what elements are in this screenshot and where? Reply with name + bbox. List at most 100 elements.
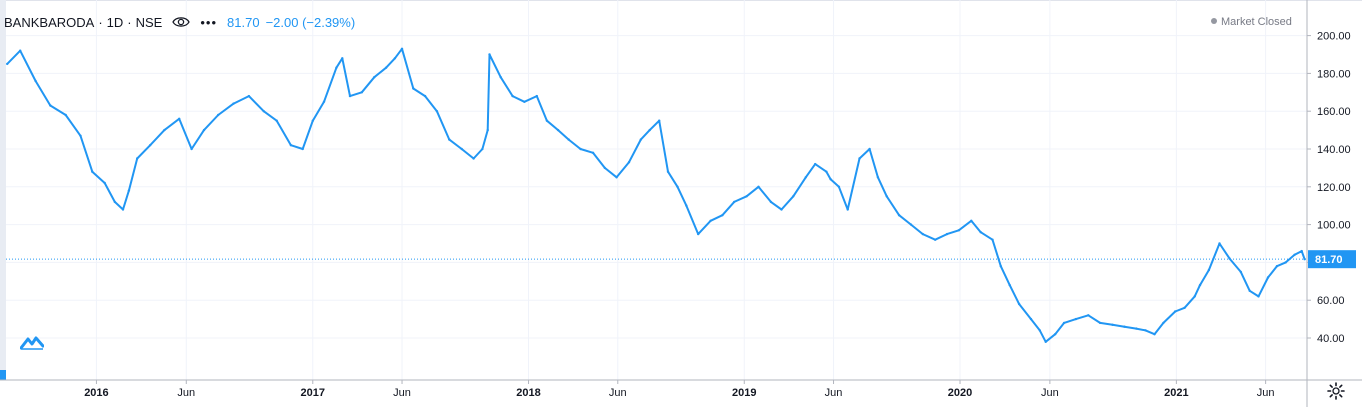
data-point bbox=[1174, 310, 1177, 313]
data-point bbox=[627, 161, 631, 164]
data-point bbox=[1074, 317, 1078, 321]
data-point bbox=[1284, 261, 1287, 264]
y-tick-label-1: 60.00 bbox=[1317, 295, 1345, 307]
data-point bbox=[412, 87, 415, 90]
more-options-icon[interactable]: ••• bbox=[200, 14, 218, 30]
data-point bbox=[1054, 333, 1057, 336]
data-point bbox=[934, 238, 937, 241]
data-point bbox=[1044, 340, 1047, 343]
data-point bbox=[488, 53, 491, 56]
data-point bbox=[829, 178, 832, 181]
data-point bbox=[91, 170, 94, 173]
data-point bbox=[1303, 258, 1306, 261]
data-point bbox=[658, 119, 661, 122]
data-point bbox=[435, 110, 439, 113]
data-point bbox=[1266, 276, 1270, 279]
last-price-label: 81.70 bbox=[1315, 254, 1343, 266]
data-point bbox=[970, 219, 973, 222]
data-point bbox=[423, 94, 427, 98]
data-point bbox=[745, 195, 748, 198]
legend-dot: · bbox=[98, 14, 103, 30]
data-point bbox=[804, 176, 807, 179]
y-tick-label-4: 120.00 bbox=[1317, 182, 1351, 194]
symbol-legend: BANKBARODA · 1D · NSE ••• 81.70 −2.00 (−… bbox=[4, 10, 355, 34]
data-point bbox=[792, 195, 795, 198]
data-point bbox=[499, 76, 502, 79]
y-tick-label-5: 140.00 bbox=[1317, 144, 1351, 156]
data-point bbox=[603, 166, 606, 170]
data-point bbox=[1087, 314, 1090, 317]
data-point bbox=[709, 219, 712, 222]
data-point bbox=[232, 102, 235, 105]
data-point bbox=[1183, 306, 1186, 309]
data-point bbox=[113, 200, 117, 204]
data-point bbox=[19, 49, 22, 52]
data-point bbox=[1017, 302, 1021, 306]
data-point bbox=[289, 144, 293, 147]
status-dot-icon bbox=[1211, 18, 1217, 24]
data-point bbox=[733, 200, 736, 204]
data-point bbox=[360, 91, 363, 94]
data-point bbox=[991, 238, 994, 241]
data-point bbox=[486, 128, 489, 132]
data-point bbox=[535, 94, 538, 98]
data-point bbox=[275, 119, 278, 122]
x-tick-label-4: 2018 bbox=[516, 387, 540, 399]
data-point bbox=[1193, 295, 1196, 298]
data-point bbox=[1008, 283, 1011, 287]
data-point bbox=[149, 144, 152, 147]
tradingview-logo-icon[interactable] bbox=[19, 334, 45, 350]
data-point bbox=[1257, 295, 1260, 298]
left-toolbar-strip bbox=[0, 0, 6, 380]
x-tick-label-3: Jun bbox=[393, 387, 411, 399]
data-point bbox=[858, 157, 861, 160]
data-point bbox=[814, 162, 817, 166]
legend-interval[interactable]: 1D bbox=[106, 14, 124, 30]
legend-last-value: 81.70 bbox=[227, 14, 260, 30]
data-point bbox=[1293, 253, 1296, 256]
data-point bbox=[481, 147, 484, 151]
legend-change: −2.00 (−2.39%) bbox=[265, 14, 356, 30]
data-point bbox=[178, 117, 181, 121]
data-point bbox=[837, 185, 841, 188]
data-point bbox=[400, 47, 404, 50]
data-point bbox=[1062, 321, 1066, 325]
data-point bbox=[666, 170, 670, 173]
data-point bbox=[1144, 329, 1147, 332]
data-point bbox=[567, 138, 570, 141]
x-tick-label-2: 2017 bbox=[301, 387, 325, 399]
data-point bbox=[1153, 333, 1156, 336]
data-point bbox=[846, 208, 849, 211]
gear-icon[interactable] bbox=[1326, 381, 1346, 401]
data-point bbox=[49, 104, 52, 107]
data-point bbox=[1162, 321, 1165, 325]
data-point bbox=[648, 128, 651, 132]
data-point bbox=[460, 147, 463, 151]
data-point bbox=[217, 113, 220, 117]
eye-icon[interactable] bbox=[172, 15, 191, 29]
data-point bbox=[247, 94, 251, 98]
data-point bbox=[6, 62, 9, 66]
data-point bbox=[103, 181, 106, 185]
data-point bbox=[1135, 327, 1138, 330]
x-tick-label-7: Jun bbox=[825, 387, 843, 399]
data-point bbox=[868, 147, 871, 151]
x-tick-label-10: 2021 bbox=[1164, 387, 1188, 399]
x-tick-label-8: 2020 bbox=[948, 387, 972, 399]
data-point bbox=[885, 195, 888, 198]
series bbox=[6, 47, 1307, 343]
data-point bbox=[676, 185, 679, 188]
data-point bbox=[639, 138, 642, 141]
legend-symbol[interactable]: BANKBARODA bbox=[4, 14, 95, 30]
data-point bbox=[957, 229, 960, 232]
data-point bbox=[190, 147, 193, 151]
y-tick-label-6: 160.00 bbox=[1317, 106, 1351, 118]
data-point bbox=[685, 204, 688, 207]
x-tick-label-11: Jun bbox=[1257, 387, 1275, 399]
data-point bbox=[1218, 242, 1221, 245]
data-point bbox=[348, 94, 352, 98]
data-point bbox=[472, 157, 475, 160]
